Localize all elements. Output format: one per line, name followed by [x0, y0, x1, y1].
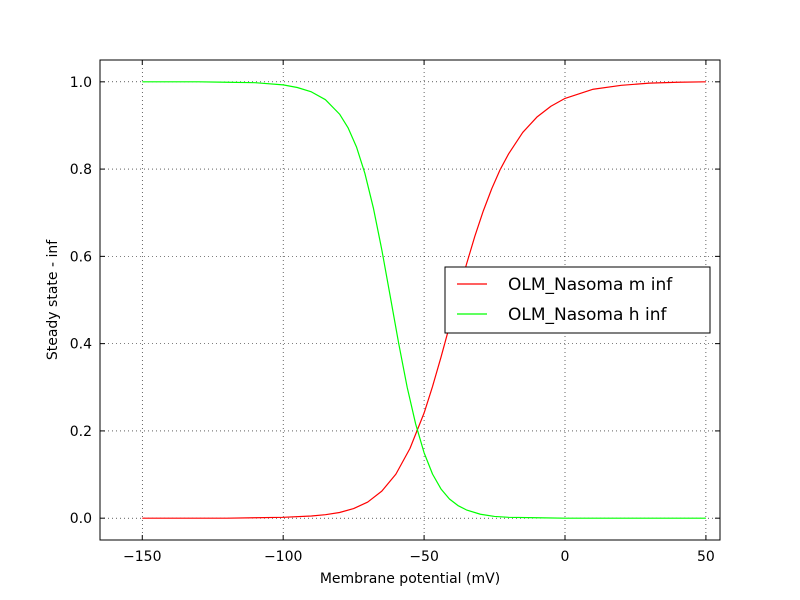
x-tick-label: −50 — [409, 549, 439, 565]
y-tick-label: 0.0 — [70, 511, 92, 527]
legend-label-2: OLM_Nasoma h inf — [508, 305, 667, 325]
y-tick-label: 0.2 — [70, 424, 92, 440]
y-tick-label: 0.6 — [70, 249, 92, 265]
y-tick-label: 1.0 — [70, 75, 92, 91]
legend: OLM_Nasoma m inf OLM_Nasoma h inf — [444, 266, 711, 334]
x-tick-label: −150 — [123, 549, 161, 565]
series-line-1 — [142, 81, 706, 519]
x-tick-label: −100 — [264, 549, 302, 565]
y-tick-label: 0.4 — [70, 337, 92, 353]
legend-label-1: OLM_Nasoma m inf — [508, 275, 673, 295]
x-axis-label: Membrane potential (mV) — [320, 571, 500, 587]
axis-ticks: −150 −100 −50 0 50 0.0 0.2 0.4 0.6 0.8 1.0 — [70, 60, 720, 565]
plot-area — [142, 81, 706, 519]
series-line-2 — [142, 81, 706, 519]
legend-box — [444, 266, 711, 334]
grid-lines — [100, 60, 720, 540]
x-tick-label: 50 — [697, 549, 715, 565]
plot-frame — [99, 59, 721, 541]
x-tick-label: 0 — [561, 549, 570, 565]
y-axis-label: Steady state - inf — [45, 239, 61, 360]
y-tick-label: 0.8 — [70, 162, 92, 178]
